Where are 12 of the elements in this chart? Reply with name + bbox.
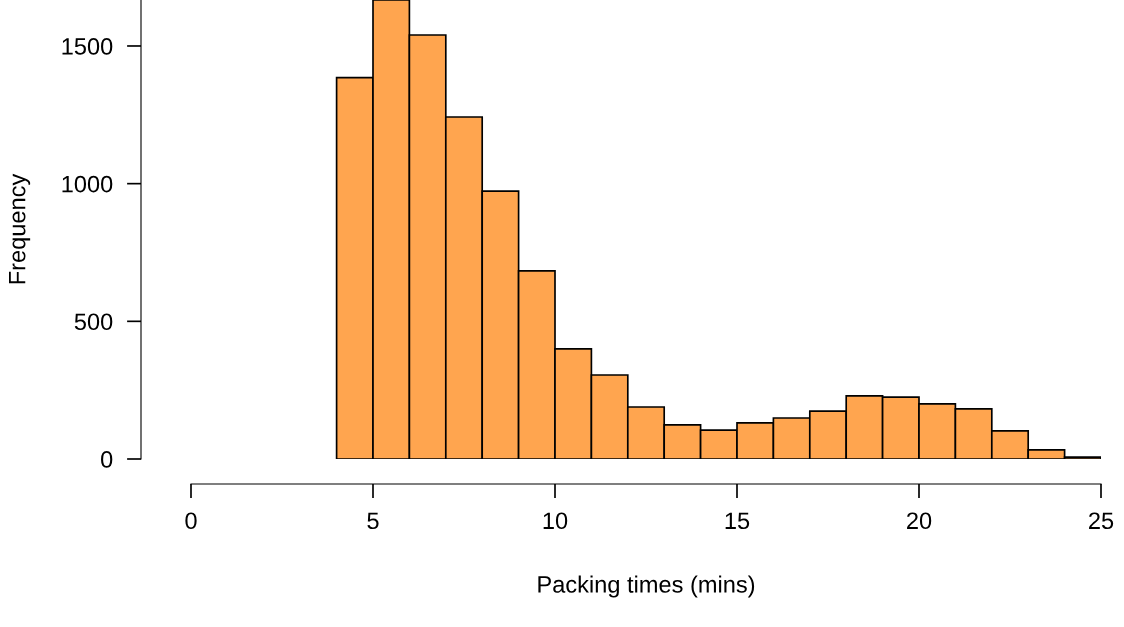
y-axis-title: Frequency	[9, 173, 31, 284]
x-tick-label: 20	[907, 512, 932, 530]
y-tick-label: 1000	[62, 175, 113, 193]
x-tick-label: 5	[367, 512, 379, 530]
x-tick-label: 25	[1089, 512, 1114, 530]
x-tick-label: 10	[543, 512, 568, 530]
y-tick-label: 1500	[62, 38, 113, 55]
x-tick-label: 0	[185, 512, 197, 530]
x-axis-title: Packing times (mins)	[538, 575, 755, 598]
y-tick-label: 500	[74, 313, 113, 331]
x-tick-label: 15	[725, 512, 750, 530]
y-tick-label: 0	[101, 451, 113, 468]
